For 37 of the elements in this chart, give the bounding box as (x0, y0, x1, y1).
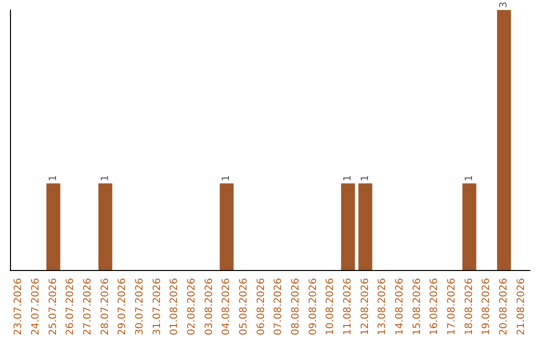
x-tick-label: 30.07.2026 (134, 278, 146, 336)
x-tick-label: 21.08.2026 (516, 278, 527, 336)
x-tick-label: 12.08.2026 (360, 278, 371, 336)
x-tick-label: 26.07.2026 (65, 278, 76, 336)
data-label: 1 (221, 174, 232, 182)
x-tick-label: 06.08.2026 (256, 278, 267, 336)
x-tick-label: 02.08.2026 (186, 278, 198, 336)
data-label: 3 (498, 2, 510, 8)
data-label: 1 (342, 174, 354, 182)
x-tick-label: 13.08.2026 (377, 278, 388, 336)
x-tick-label: 05.08.2026 (238, 278, 250, 336)
x-tick-label: 16.08.2026 (429, 278, 440, 336)
x-tick-label: 24.07.2026 (30, 278, 42, 336)
x-tick-label: 07.08.2026 (273, 278, 284, 336)
x-tick-label: 11.08.2026 (342, 278, 354, 336)
x-tick-label: 27.07.2026 (82, 278, 94, 336)
x-tick-label: 08.08.2026 (290, 278, 302, 336)
x-tick-label: 18.08.2026 (464, 278, 475, 336)
x-tick-label: 25.07.2026 (48, 278, 59, 336)
data-label: 1 (100, 174, 111, 182)
x-tick-label: 28.07.2026 (100, 278, 111, 336)
data-label: 1 (360, 174, 371, 182)
x-tick-label: 19.08.2026 (481, 278, 492, 336)
x-tick-label: 03.08.2026 (204, 278, 215, 336)
data-label: 1 (464, 174, 475, 182)
x-tick-label: 29.07.2026 (117, 278, 128, 336)
x-tick-label: 17.08.2026 (446, 278, 458, 336)
x-tick-label: 10.08.2026 (325, 278, 336, 336)
data-label: 1 (48, 174, 59, 182)
x-tick-label: 04.08.2026 (221, 278, 232, 336)
x-tick-label: 15.08.2026 (412, 278, 423, 336)
x-tick-label: 09.08.2026 (308, 278, 319, 336)
x-tick-label: 14.08.2026 (394, 278, 406, 336)
x-tick-label: 31.07.2026 (152, 278, 163, 336)
x-tick-label: 23.07.2026 (13, 278, 24, 336)
x-tick-label: 20.08.2026 (498, 278, 510, 336)
x-tick-label: 01.08.2026 (169, 278, 180, 336)
